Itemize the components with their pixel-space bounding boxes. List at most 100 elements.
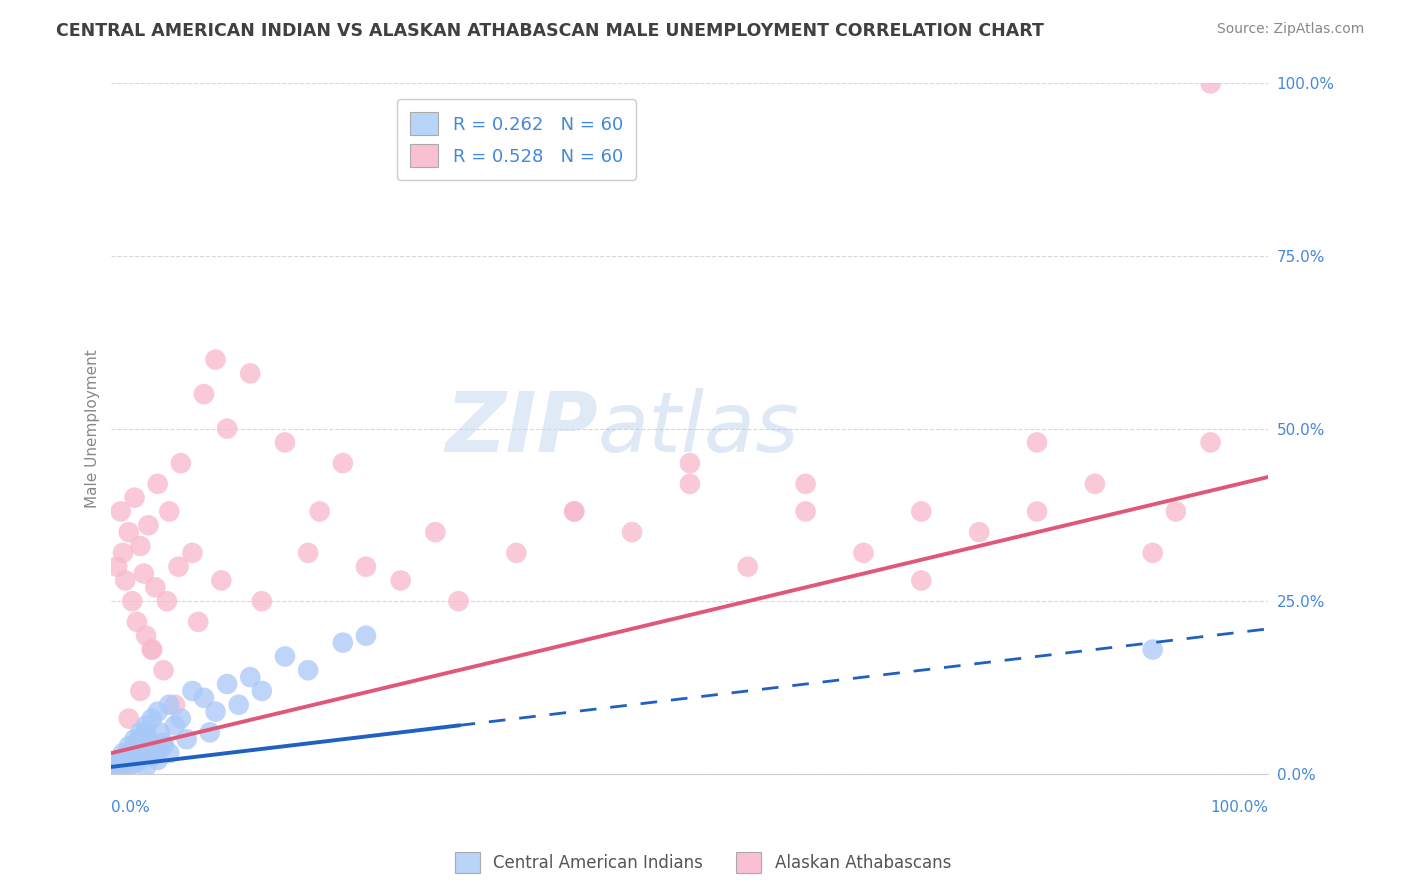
Point [111,546,134,560]
Point [562,504,585,518]
Text: Source: ZipAtlas.com: Source: ZipAtlas.com [1216,22,1364,37]
Point [156,594,179,608]
Point [1026,435,1049,450]
Point [149,725,172,739]
Point [181,546,204,560]
Point [621,525,644,540]
Text: ZIP: ZIP [444,388,598,469]
Point [176,732,198,747]
Point [141,749,163,764]
Point [132,739,155,754]
Point [135,718,157,732]
Point [114,756,136,771]
Point [157,746,180,760]
Point [204,352,226,367]
Point [105,761,128,775]
Point [129,725,152,739]
Point [141,642,163,657]
Point [145,746,167,760]
Point [794,476,817,491]
Point [1142,642,1164,657]
Point [146,705,169,719]
Point [425,525,447,540]
Point [967,525,990,540]
Point [152,739,174,754]
Point [135,629,157,643]
Point [146,742,169,756]
Point [332,635,354,649]
Point [167,559,190,574]
Point [354,629,377,643]
Point [679,476,702,491]
Point [121,749,143,764]
Point [124,491,146,505]
Point [111,746,134,760]
Point [157,504,180,518]
Point [910,574,932,588]
Point [118,739,141,754]
Point [105,559,128,574]
Point [124,739,146,754]
Point [125,615,148,629]
Point [129,732,152,747]
Point [1164,504,1187,518]
Point [121,594,143,608]
Point [141,712,163,726]
Point [217,422,239,436]
Point [129,539,152,553]
Point [228,698,250,712]
Point [105,764,128,778]
Point [110,760,132,774]
Point [138,518,160,533]
Point [562,504,585,518]
Text: 0.0%: 0.0% [111,800,150,814]
Point [209,574,232,588]
Point [297,663,319,677]
Legend: R = 0.262   N = 60, R = 0.528   N = 60: R = 0.262 N = 60, R = 0.528 N = 60 [396,99,636,180]
Point [111,753,134,767]
Point [163,718,186,732]
Point [157,698,180,712]
Point [146,753,169,767]
Point [118,760,141,774]
Point [111,764,134,778]
Text: atlas: atlas [598,388,799,469]
Point [1026,504,1049,518]
Point [152,663,174,677]
Point [1199,77,1222,91]
Point [146,476,169,491]
Point [447,594,470,608]
Point [239,670,262,684]
Point [204,705,226,719]
Point [138,732,160,747]
Point [132,566,155,581]
Text: 100.0%: 100.0% [1211,800,1268,814]
Point [679,456,702,470]
Point [114,574,136,588]
Point [111,751,134,765]
Point [505,546,527,560]
Point [122,742,145,756]
Point [217,677,239,691]
Point [152,736,174,750]
Text: CENTRAL AMERICAN INDIAN VS ALASKAN ATHABASCAN MALE UNEMPLOYMENT CORRELATION CHAR: CENTRAL AMERICAN INDIAN VS ALASKAN ATHAB… [56,22,1045,40]
Point [1199,435,1222,450]
Point [308,504,330,518]
Point [250,594,273,608]
Point [170,712,193,726]
Point [198,725,221,739]
Point [135,760,157,774]
Point [145,581,167,595]
Point [141,642,163,657]
Point [274,435,297,450]
Point [794,504,817,518]
Point [138,733,160,747]
Point [125,738,148,752]
Point [181,684,204,698]
Point [110,753,132,767]
Point [193,690,215,705]
Point [389,574,412,588]
Point [124,756,146,771]
Point [354,559,377,574]
Point [118,746,141,760]
